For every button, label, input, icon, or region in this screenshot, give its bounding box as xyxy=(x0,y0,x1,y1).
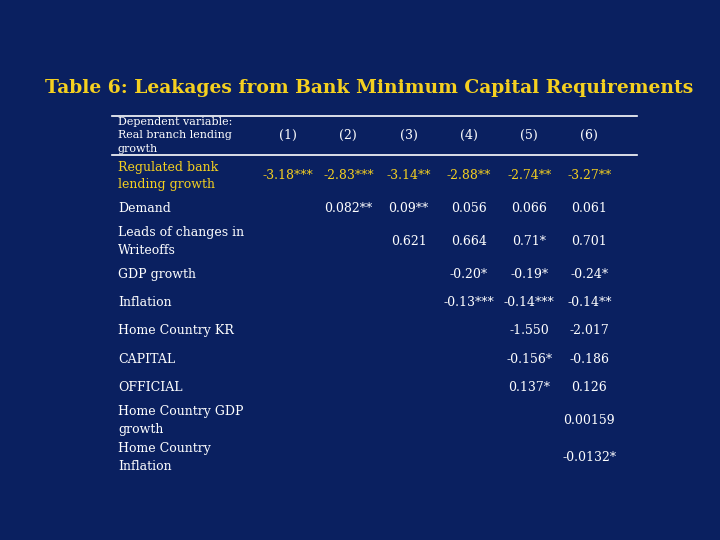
Text: 0.09**: 0.09** xyxy=(389,202,428,215)
Text: 0.066: 0.066 xyxy=(511,202,547,215)
Text: (1): (1) xyxy=(279,129,297,142)
Text: 0.00159: 0.00159 xyxy=(564,414,615,427)
Text: CAPITAL: CAPITAL xyxy=(118,353,175,366)
Text: Home Country GDP
growth: Home Country GDP growth xyxy=(118,405,243,436)
Text: -0.13***: -0.13*** xyxy=(444,296,494,309)
Text: -0.24*: -0.24* xyxy=(570,268,608,281)
Text: -0.14**: -0.14** xyxy=(567,296,612,309)
Text: Demand: Demand xyxy=(118,202,171,215)
Text: 0.664: 0.664 xyxy=(451,235,487,248)
Text: 0.056: 0.056 xyxy=(451,202,487,215)
Text: GDP growth: GDP growth xyxy=(118,268,196,281)
Text: 0.126: 0.126 xyxy=(572,381,607,394)
Text: -2.74**: -2.74** xyxy=(507,170,552,183)
Text: -0.20*: -0.20* xyxy=(450,268,488,281)
Text: Dependent variable:
Real branch lending
growth: Dependent variable: Real branch lending … xyxy=(118,117,233,154)
Text: Table 6: Leakages from Bank Minimum Capital Requirements: Table 6: Leakages from Bank Minimum Capi… xyxy=(45,79,693,97)
Text: 0.71*: 0.71* xyxy=(512,235,546,248)
Text: -3.14**: -3.14** xyxy=(387,170,431,183)
Text: OFFICIAL: OFFICIAL xyxy=(118,381,182,394)
Text: -0.19*: -0.19* xyxy=(510,268,548,281)
Text: Home Country
Inflation: Home Country Inflation xyxy=(118,442,211,473)
Text: Regulated bank
lending growth: Regulated bank lending growth xyxy=(118,160,218,191)
Text: Leads of changes in
Writeoffs: Leads of changes in Writeoffs xyxy=(118,226,244,256)
Text: -3.27**: -3.27** xyxy=(567,170,611,183)
Text: -2.017: -2.017 xyxy=(570,325,609,338)
Text: Inflation: Inflation xyxy=(118,296,171,309)
Text: -0.156*: -0.156* xyxy=(506,353,552,366)
Text: 0.082**: 0.082** xyxy=(324,202,372,215)
Text: (4): (4) xyxy=(460,129,478,142)
Text: 0.137*: 0.137* xyxy=(508,381,550,394)
Text: 0.701: 0.701 xyxy=(572,235,607,248)
Text: (6): (6) xyxy=(580,129,598,142)
Text: Home Country KR: Home Country KR xyxy=(118,325,234,338)
Text: -2.83***: -2.83*** xyxy=(323,170,374,183)
Text: -1.550: -1.550 xyxy=(509,325,549,338)
Text: -2.88**: -2.88** xyxy=(446,170,491,183)
Text: -0.186: -0.186 xyxy=(570,353,609,366)
Text: (2): (2) xyxy=(339,129,357,142)
Text: -0.0132*: -0.0132* xyxy=(562,451,616,464)
Text: 0.061: 0.061 xyxy=(572,202,608,215)
Text: (3): (3) xyxy=(400,129,418,142)
Text: (5): (5) xyxy=(521,129,538,142)
Text: -3.18***: -3.18*** xyxy=(263,170,313,183)
Text: -0.14***: -0.14*** xyxy=(504,296,554,309)
Text: 0.621: 0.621 xyxy=(391,235,426,248)
